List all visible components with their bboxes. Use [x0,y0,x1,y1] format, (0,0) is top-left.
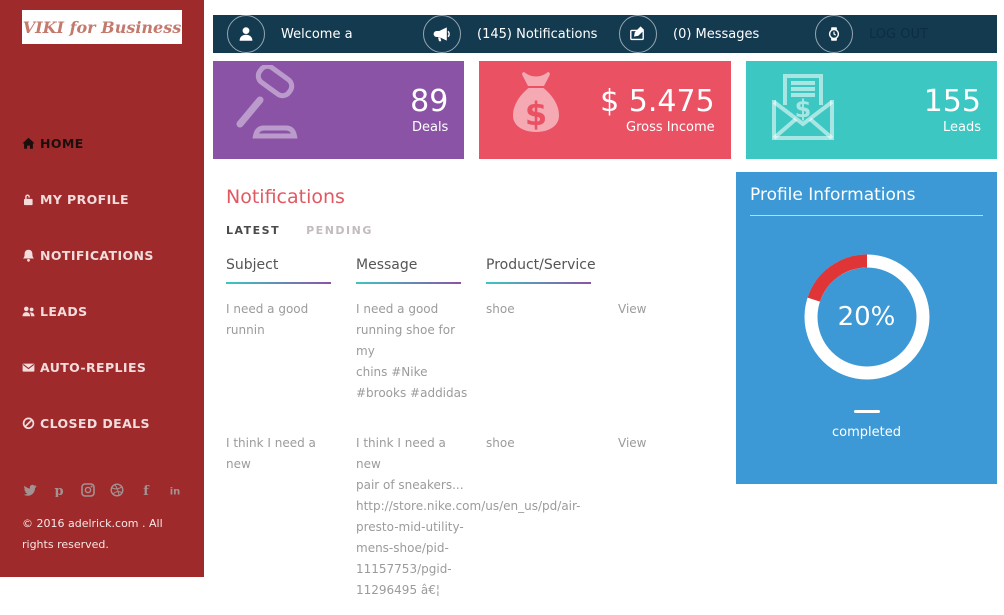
sidebar: VIKI for Business HOME MY PROFILE NOTIFI… [0,0,204,577]
linkedin-icon[interactable]: in [167,482,183,497]
twitter-icon[interactable] [22,482,38,497]
home-icon [22,136,37,150]
sidebar-item-label: AUTO-REPLIES [40,359,147,375]
profile-progress-arc [804,254,929,380]
stat-value-deals: 89 [410,84,449,120]
cell-product: shoe [486,302,515,316]
column-header-actions [618,257,720,284]
bell-icon [22,248,37,262]
gavel-icon [227,63,313,155]
dribbble-icon[interactable] [109,482,125,497]
sidebar-item-my-profile[interactable]: MY PROFILE [22,171,196,227]
stat-card-deals: 89 Deals [213,61,465,159]
stats-row: 89 Deals $ $ 5.475 Gross Income [213,61,997,159]
profile-informations-card: Profile Informations 20% completed [736,172,997,484]
social-links: p f in [22,482,183,497]
topbar-notifications[interactable]: (145) Notifications [409,15,605,53]
logo[interactable]: VIKI for Business [22,10,182,44]
profile-completion-donut: 20% [797,247,937,387]
main-content: Welcome a (145) Notifications (0) Messag… [204,0,1004,597]
svg-text:f: f [143,484,150,497]
view-link[interactable]: View [618,436,647,450]
cell-message: I think I need a new pair of sneakers...… [356,436,581,597]
envelope-dollar-icon: $ [760,65,846,155]
notifications-tabs: LATEST PENDING [226,224,720,237]
sidebar-item-home[interactable]: HOME [22,115,196,171]
sidebar-item-notifications[interactable]: NOTIFICATIONS [22,227,196,283]
megaphone-icon [423,15,461,53]
profile-card-title: Profile Informations [750,185,916,205]
sidebar-item-label: HOME [40,135,84,151]
svg-text:$: $ [794,95,811,123]
sidebar-item-label: LEADS [40,303,88,319]
tab-pending[interactable]: PENDING [306,224,373,237]
stat-label-deals: Deals [411,119,449,135]
topbar: Welcome a (145) Notifications (0) Messag… [213,15,997,53]
column-header-product-service: Product/Service [486,257,618,284]
sidebar-item-leads[interactable]: LEADS [22,283,196,339]
content-row: Notifications LATEST PENDING Subject Mes… [213,172,997,615]
svg-text:p: p [54,484,63,497]
pinterest-icon[interactable]: p [51,482,67,497]
facebook-icon[interactable]: f [138,482,154,497]
lock-icon [22,192,37,206]
column-underline [356,282,461,284]
cell-product: shoe [486,436,515,450]
topbar-notifications-label: (145) Notifications [477,26,598,42]
watch-icon [815,15,853,53]
svg-text:$: $ [525,95,547,133]
stat-label-leads: Leads [942,119,981,135]
cell-subject: I need a good runnin [226,302,309,337]
svg-text:in: in [170,486,181,497]
divider [750,215,983,216]
sidebar-item-label: NOTIFICATIONS [40,247,154,263]
topbar-logout-label: LOG OUT [869,26,928,42]
envelope-icon [22,360,37,374]
ban-icon [22,416,37,430]
user-icon [227,15,265,53]
notifications-title: Notifications [226,186,345,208]
sidebar-item-label: CLOSED DEALS [40,415,150,431]
instagram-icon[interactable] [80,482,96,497]
stat-value-gross-income: $ 5.475 [600,84,715,120]
column-header-subject: Subject [226,257,356,284]
sidebar-item-label: MY PROFILE [40,191,129,207]
stat-value-leads: 155 [923,84,981,120]
profile-percent-label: 20% [837,302,896,332]
topbar-welcome[interactable]: Welcome a [213,15,409,53]
stat-card-gross-income: $ $ 5.475 Gross Income [479,61,731,159]
sidebar-item-closed-deals[interactable]: CLOSED DEALS [22,395,196,451]
topbar-welcome-label: Welcome a [281,26,353,42]
sidebar-item-auto-replies[interactable]: AUTO-REPLIES [22,339,196,395]
dash-divider [853,410,880,413]
column-header-message: Message [356,257,486,284]
notifications-section: Notifications LATEST PENDING Subject Mes… [213,172,720,615]
column-underline [486,282,591,284]
profile-completed-caption: completed [832,425,901,440]
stat-label-gross-income: Gross Income [626,119,715,135]
logo-text: VIKI for Business [22,17,182,37]
mail-edit-icon [619,15,657,53]
sidebar-menu: HOME MY PROFILE NOTIFICATIONS LEADS AUTO… [22,115,196,451]
money-bag-icon: $ [493,65,579,155]
copyright-text: © 2016 adelrick.com . All rights reserve… [22,517,163,551]
topbar-messages[interactable]: (0) Messages [605,15,801,53]
topbar-logout[interactable]: LOG OUT [801,15,997,53]
notifications-table: Subject Message Product/Service I need a… [226,257,720,615]
stat-card-leads: $ 155 Leads [745,61,997,159]
tab-latest[interactable]: LATEST [226,224,281,237]
column-underline [226,282,331,284]
view-link[interactable]: View [618,302,647,316]
topbar-messages-label: (0) Messages [673,26,760,42]
cell-subject: I think I need a new [226,436,316,471]
users-icon [22,304,37,318]
cell-message: I need a good running shoe for my chins … [356,302,468,400]
